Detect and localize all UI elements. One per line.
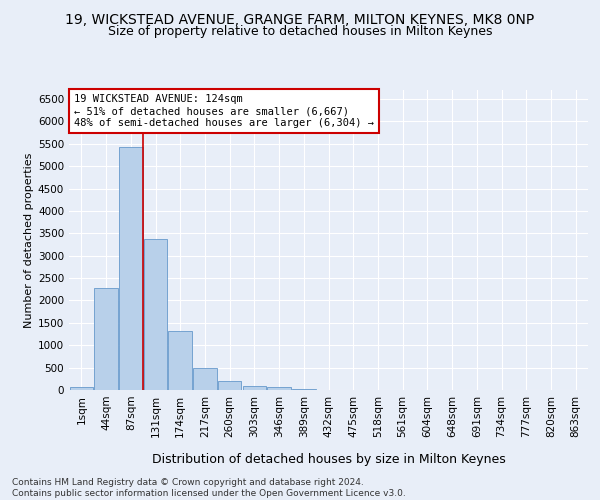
Bar xyxy=(292,388,316,390)
Bar xyxy=(268,388,291,390)
Bar xyxy=(70,386,93,390)
Bar xyxy=(144,238,167,390)
Text: Distribution of detached houses by size in Milton Keynes: Distribution of detached houses by size … xyxy=(152,452,506,466)
Bar xyxy=(193,368,217,390)
Text: 19 WICKSTEAD AVENUE: 124sqm
← 51% of detached houses are smaller (6,667)
48% of : 19 WICKSTEAD AVENUE: 124sqm ← 51% of det… xyxy=(74,94,374,128)
Bar xyxy=(94,288,118,390)
Bar xyxy=(218,380,241,390)
Text: Contains HM Land Registry data © Crown copyright and database right 2024.
Contai: Contains HM Land Registry data © Crown c… xyxy=(12,478,406,498)
Bar xyxy=(169,332,192,390)
Text: 19, WICKSTEAD AVENUE, GRANGE FARM, MILTON KEYNES, MK8 0NP: 19, WICKSTEAD AVENUE, GRANGE FARM, MILTO… xyxy=(65,12,535,26)
Bar xyxy=(242,386,266,390)
Y-axis label: Number of detached properties: Number of detached properties xyxy=(24,152,34,328)
Bar xyxy=(119,148,143,390)
Text: Size of property relative to detached houses in Milton Keynes: Size of property relative to detached ho… xyxy=(108,25,492,38)
